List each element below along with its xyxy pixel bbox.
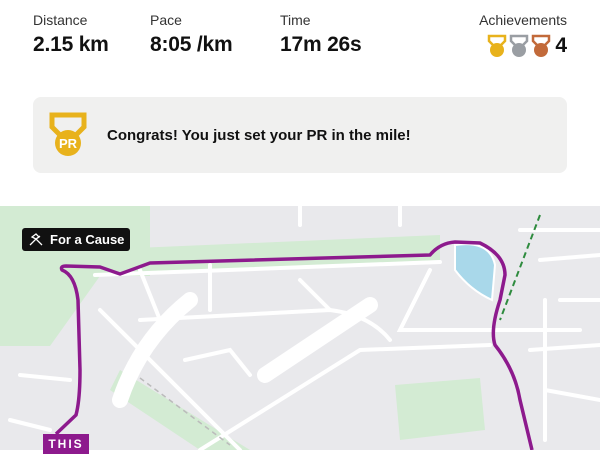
hands-icon [29, 232, 43, 245]
bronze-medal-icon [532, 34, 551, 57]
stat-label: Time [280, 12, 311, 28]
stat-label: Pace [150, 12, 182, 28]
route-map[interactable] [0, 206, 600, 450]
pr-medal-icon: PR [49, 112, 87, 156]
map-bottom-label: THIS [43, 434, 89, 454]
for-a-cause-label: For a Cause [50, 232, 125, 247]
gold-medal-icon [488, 34, 507, 57]
pr-banner[interactable]: PR Congrats! You just set your PR in the… [33, 97, 567, 173]
pr-badge-text: PR [59, 136, 78, 151]
route-line [54, 240, 534, 450]
achievements-count: 4 [555, 34, 567, 57]
stat-value: 8:05 /km [150, 33, 233, 56]
stat-distance: Distance 2.15 km [33, 12, 109, 57]
stat-value: 17m 26s [280, 33, 362, 56]
achievements[interactable]: Achievements 4 [479, 12, 567, 58]
for-a-cause-tag[interactable]: For a Cause [22, 228, 131, 251]
achievements-label: Achievements [479, 12, 567, 28]
banner-message: Congrats! You just set your PR in the mi… [107, 126, 411, 144]
stat-pace: Pace 8:05 /km [150, 12, 233, 57]
stat-label: Distance [33, 12, 88, 28]
stat-value: 2.15 km [33, 33, 109, 56]
silver-medal-icon [510, 34, 529, 57]
stat-time: Time 17m 26s [280, 12, 362, 57]
